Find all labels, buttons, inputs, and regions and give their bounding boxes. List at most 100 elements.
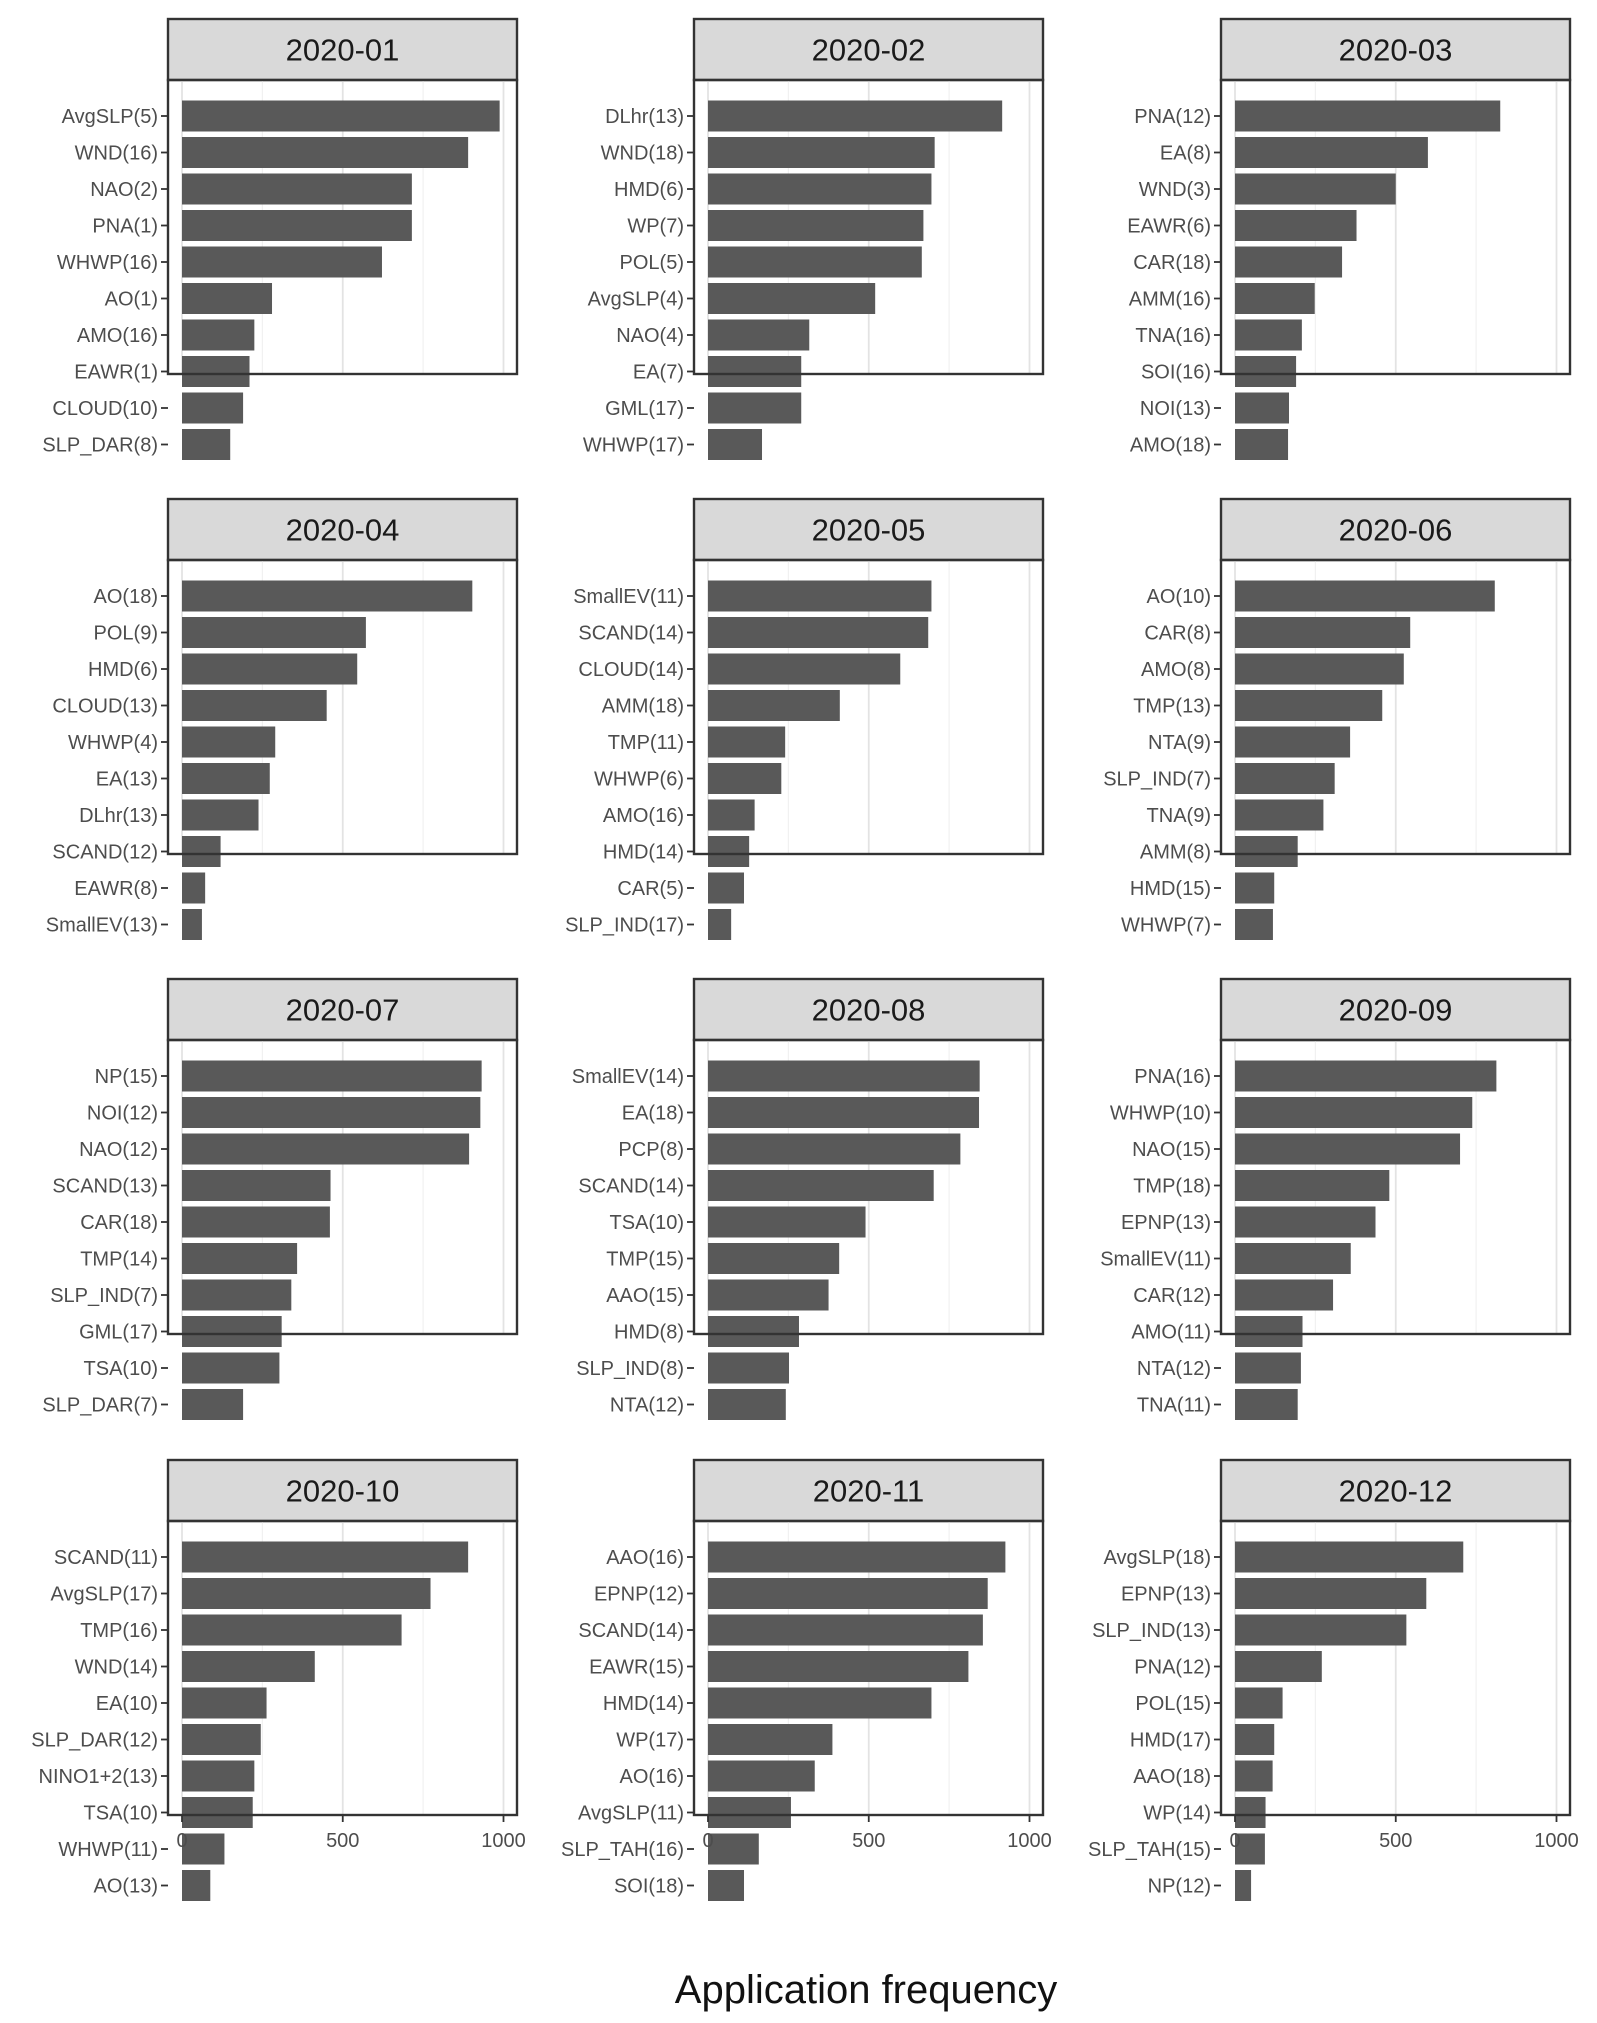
bar-TNA(11) xyxy=(1235,1389,1298,1420)
bar-SmallEV(13) xyxy=(182,909,202,940)
category-label: AO(10) xyxy=(1147,586,1211,608)
category-label: NINO1+2(13) xyxy=(39,1766,159,1788)
bar-AMO(8) xyxy=(1235,653,1404,685)
facet-panel-2020-08: 2020-08 SmallEV(14) EA(18) PCP(8) SCAND(14) T… xyxy=(572,977,1045,1420)
bar-POL(9) xyxy=(182,617,366,648)
bar-GML(17) xyxy=(708,392,802,424)
bar-NOI(13) xyxy=(1235,392,1290,424)
category-label: WP(7) xyxy=(627,216,684,238)
bar-WND(3) xyxy=(1235,173,1396,205)
category-label: POL(9) xyxy=(94,623,158,645)
category-label: TMP(15) xyxy=(606,1249,684,1271)
bar-PCP(8) xyxy=(708,1133,961,1165)
category-label: NAO(2) xyxy=(90,179,158,201)
bar-NAO(2) xyxy=(182,173,412,205)
category-label: TSA(10) xyxy=(610,1212,684,1234)
category-label: EAWR(1) xyxy=(74,362,158,384)
category-label: SmallEV(11) xyxy=(573,586,684,608)
bar-SCAND(11) xyxy=(182,1541,469,1573)
bar-AMM(18) xyxy=(708,690,840,721)
category-label: PNA(12) xyxy=(1134,1657,1211,1679)
bar-EAWR(6) xyxy=(1235,210,1357,241)
bar-NTA(9) xyxy=(1235,726,1351,758)
x-axis-title: Application frequency xyxy=(675,1968,1057,2012)
category-label: SOI(16) xyxy=(1141,362,1211,384)
facet-title: 2020-01 xyxy=(286,33,400,68)
category-label: SCAND(14) xyxy=(578,1176,684,1198)
bar-AvgSLP(5) xyxy=(182,100,500,132)
category-label: EPNP(13) xyxy=(1121,1212,1211,1234)
category-label: SCAND(14) xyxy=(578,1620,684,1642)
panel-border xyxy=(692,78,1045,376)
x-tick-label: 1000 xyxy=(1007,1830,1052,1852)
category-label: WHWP(7) xyxy=(1121,915,1211,937)
facet-panel-2020-12: 2020-12 AvgSLP(18) EPNP(13) SLP_IND(13) PNA(… xyxy=(1088,1458,1579,1901)
bar-DLhr(13) xyxy=(182,799,259,831)
bar-CAR(18) xyxy=(1235,246,1343,278)
category-label: WND(16) xyxy=(75,143,158,165)
bar-EPNP(13) xyxy=(1235,1206,1376,1238)
category-label: CAR(5) xyxy=(617,878,684,900)
category-label: TMP(16) xyxy=(80,1620,158,1642)
bar-AvgSLP(4) xyxy=(708,283,876,314)
bar-AMO(16) xyxy=(708,799,755,831)
bar-TSA(10) xyxy=(182,1352,280,1384)
category-label: SLP_DAR(7) xyxy=(42,1395,158,1417)
category-label: AAO(16) xyxy=(606,1547,684,1569)
bar-SLP_DAR(7) xyxy=(182,1389,244,1420)
bar-WP(14) xyxy=(1235,1797,1266,1828)
facet-strip xyxy=(692,497,1045,562)
bar-EAWR(1) xyxy=(182,356,250,387)
x-tick-label: 500 xyxy=(852,1830,885,1852)
bar-WND(18) xyxy=(708,137,935,168)
category-label: WHWP(6) xyxy=(594,769,684,791)
category-label: PNA(1) xyxy=(92,216,158,238)
bar-SOI(16) xyxy=(1235,356,1297,387)
category-label: PCP(8) xyxy=(618,1139,684,1161)
facet-strip xyxy=(1219,977,1572,1042)
bar-WHWP(10) xyxy=(1235,1097,1473,1128)
x-tick-label: 1000 xyxy=(1534,1830,1579,1852)
bar-PNA(12) xyxy=(1235,100,1501,132)
category-label: NOI(13) xyxy=(1140,398,1211,420)
bar-AvgSLP(11) xyxy=(708,1797,791,1828)
facet-panel-2020-11: 2020-11 AAO(16) EPNP(12) SCAND(14) EAWR(15) H… xyxy=(561,1458,1052,1901)
category-label: CAR(12) xyxy=(1133,1285,1211,1307)
category-label: SLP_IND(8) xyxy=(576,1358,684,1380)
bar-HMD(8) xyxy=(708,1316,799,1347)
bar-AO(13) xyxy=(182,1870,211,1901)
facet-strip xyxy=(692,1458,1045,1523)
category-label: AO(16) xyxy=(620,1766,684,1788)
category-label: AMO(16) xyxy=(603,805,684,827)
bar-SCAND(14) xyxy=(708,617,929,648)
facet-panel-2020-06: 2020-06 AO(10) CAR(8) AMO(8) TMP(13) NTA(9) SL… xyxy=(1103,497,1572,940)
category-label: AO(18) xyxy=(94,586,158,608)
bar-AO(18) xyxy=(182,580,473,612)
category-label: GML(17) xyxy=(605,398,684,420)
category-label: DLhr(13) xyxy=(79,805,158,827)
bar-SmallEV(11) xyxy=(1235,1243,1351,1274)
facet-strip xyxy=(1219,497,1572,562)
facet-strip xyxy=(1219,17,1572,82)
bar-SLP_DAR(12) xyxy=(182,1724,261,1755)
bar-AvgSLP(17) xyxy=(182,1578,431,1609)
category-label: EAWR(8) xyxy=(74,878,158,900)
category-label: WHWP(16) xyxy=(57,252,158,274)
category-label: HMD(14) xyxy=(603,1693,684,1715)
bar-AO(1) xyxy=(182,283,273,314)
facet-title: 2020-04 xyxy=(286,513,400,548)
category-label: SmallEV(11) xyxy=(1100,1249,1211,1271)
bar-TMP(18) xyxy=(1235,1170,1390,1201)
bar-TSA(10) xyxy=(708,1206,866,1238)
category-label: EA(18) xyxy=(622,1103,684,1125)
category-label: NP(15) xyxy=(95,1066,158,1088)
category-label: HMD(6) xyxy=(88,659,158,681)
bar-TMP(16) xyxy=(182,1614,402,1646)
bar-WND(16) xyxy=(182,137,469,168)
bar-HMD(14) xyxy=(708,1687,932,1719)
facet-strip xyxy=(1219,1458,1572,1523)
category-label: HMD(15) xyxy=(1130,878,1211,900)
x-tick-label: 0 xyxy=(176,1830,187,1852)
bar-SLP_IND(13) xyxy=(1235,1614,1407,1646)
bar-EA(18) xyxy=(708,1097,980,1128)
